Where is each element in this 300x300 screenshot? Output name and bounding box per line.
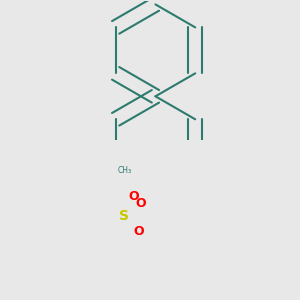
Text: O: O	[136, 197, 146, 210]
Text: O: O	[128, 190, 139, 203]
Text: O: O	[133, 225, 144, 238]
Text: S: S	[119, 209, 129, 223]
Text: CH₃: CH₃	[118, 166, 132, 175]
